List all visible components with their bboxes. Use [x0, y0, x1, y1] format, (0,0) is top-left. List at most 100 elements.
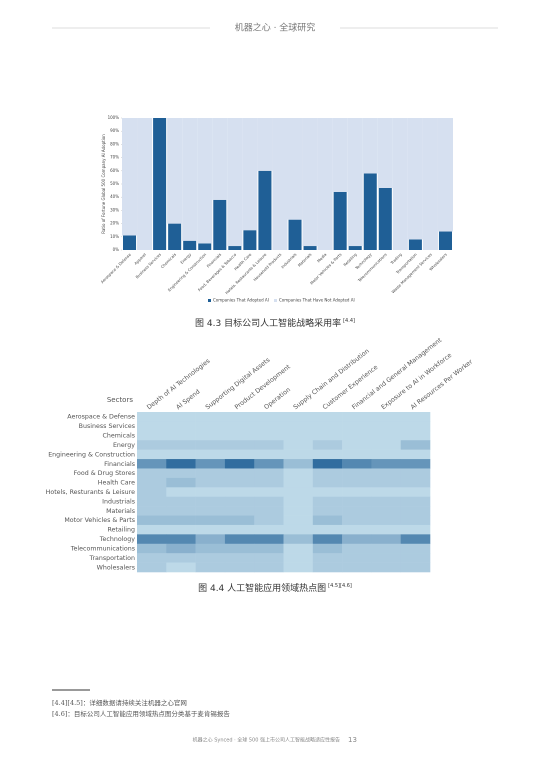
heat-cell — [342, 449, 372, 460]
bar — [227, 118, 243, 247]
heat-cell — [224, 515, 255, 526]
heat-cell — [224, 524, 255, 535]
heat-cell — [195, 487, 226, 498]
heat-cell — [254, 468, 284, 479]
heat-cell — [137, 468, 167, 479]
heat-cell — [195, 534, 226, 545]
heat-cell — [283, 440, 314, 450]
heat-cell — [254, 506, 284, 516]
heat-cell — [166, 468, 196, 479]
heat-cell — [137, 430, 167, 441]
heat-cell — [137, 543, 167, 554]
heat-cell — [342, 515, 372, 526]
heat-cell — [166, 562, 196, 573]
heat-cell — [371, 421, 401, 432]
heat-cell — [254, 524, 284, 535]
axis-label: Sectors — [107, 396, 134, 404]
heat-cell — [371, 477, 401, 488]
row-label: Industrials — [102, 498, 135, 505]
bar — [123, 235, 137, 250]
heat-cell — [195, 524, 226, 535]
x-tick-label: Media — [316, 252, 328, 264]
heat-cell — [400, 553, 431, 563]
column-label: Customer Experience — [322, 364, 380, 411]
heat-cell — [166, 477, 196, 488]
heat-cell — [137, 487, 167, 498]
heat-cell — [166, 515, 196, 526]
heat-cell — [371, 496, 401, 507]
heat-cell — [166, 543, 196, 554]
heat-cell — [400, 515, 431, 526]
heat-cell — [283, 496, 314, 507]
bar — [303, 246, 317, 250]
heat-cell — [342, 534, 372, 545]
heat-cell — [342, 412, 372, 422]
bar — [348, 246, 362, 250]
heat-cell — [342, 430, 372, 441]
heat-cell — [283, 468, 314, 479]
heat-cell — [342, 459, 372, 469]
heat-cell — [342, 553, 372, 563]
heat-cell — [254, 430, 284, 441]
heat-cell — [400, 449, 431, 460]
heat-cell — [195, 440, 226, 450]
heat-cell — [371, 430, 401, 441]
x-tick-label: Chemicals — [160, 252, 177, 269]
y-tick-label: 20% — [110, 221, 119, 226]
x-tick-label: Materials — [297, 252, 313, 268]
heat-cell — [342, 421, 372, 432]
heat-cell — [166, 440, 196, 450]
heat-cell — [283, 421, 314, 432]
bar — [302, 118, 318, 247]
caption-ref: [4.5][4.6] — [328, 583, 352, 589]
heat-cell — [400, 562, 431, 573]
heat-cell — [400, 524, 431, 535]
column-label: AI Spend — [175, 388, 201, 411]
bar — [272, 118, 288, 250]
heat-cell — [195, 421, 226, 432]
y-tick-label: 0% — [113, 247, 120, 252]
footer-text: 机器之心 Synced · 全球 500 强上市公司人工智能战略适应性报告 — [193, 737, 340, 744]
legend-label: Companies That Adopted AI — [213, 298, 269, 303]
heat-cell — [254, 543, 284, 554]
heat-cell — [254, 515, 284, 526]
heat-cell — [283, 524, 314, 535]
bar — [438, 231, 452, 250]
bar — [228, 246, 242, 250]
heat-cell — [254, 496, 284, 507]
heat-cell — [312, 553, 343, 563]
footnote: [4.6]：目标公司人工智能应用领域热点图分类基于麦肯锡报告 — [52, 709, 230, 718]
heat-cell — [166, 459, 196, 469]
heat-cell — [312, 562, 343, 573]
heat-cell — [400, 534, 431, 545]
heat-cell — [137, 524, 167, 535]
heat-cell — [195, 468, 226, 479]
bar — [347, 118, 363, 247]
heat-cell — [342, 440, 372, 450]
heat-cell — [224, 487, 255, 498]
heat-cell — [283, 459, 314, 469]
heat-cell — [283, 553, 314, 563]
heat-cell — [400, 487, 431, 498]
heat-cell — [224, 553, 255, 563]
heat-cell — [166, 412, 196, 422]
heat-cell — [283, 534, 314, 545]
heat-cell — [224, 543, 255, 554]
heat-cell — [137, 440, 167, 450]
heat-cell — [400, 543, 431, 554]
heat-cell — [166, 449, 196, 460]
heat-cell — [400, 459, 431, 469]
heat-cell — [254, 459, 284, 469]
bar — [257, 118, 273, 171]
heat-cell — [254, 421, 284, 432]
heat-cell — [195, 543, 226, 554]
heat-cell — [400, 412, 431, 422]
bar — [137, 118, 153, 250]
row-label: Food & Drug Stores — [74, 470, 135, 477]
heat-cell — [254, 553, 284, 563]
heat-cell — [371, 449, 401, 460]
bar — [422, 118, 438, 250]
bar — [122, 118, 138, 236]
heat-cell — [371, 524, 401, 535]
